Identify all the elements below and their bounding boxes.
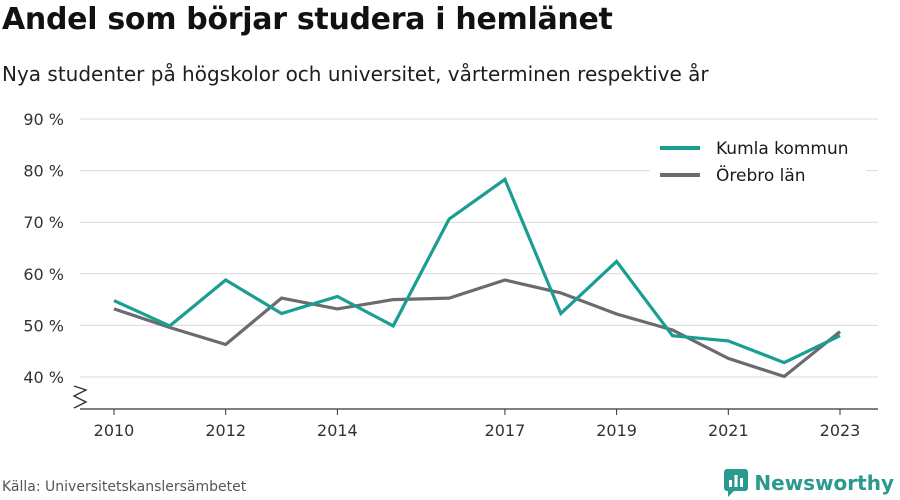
- x-tick-label: 2017: [485, 421, 526, 440]
- x-tick-label: 2019: [596, 421, 637, 440]
- brand-name: Newsworthy: [754, 471, 894, 495]
- series-line-örebro-län: [113, 278, 842, 379]
- source-note: Källa: Universitetskanslersämbetet: [2, 479, 247, 495]
- y-tick-label: 90 %: [23, 110, 64, 129]
- x-tick-label: 2023: [820, 421, 861, 440]
- x-tick-label: 2012: [205, 421, 246, 440]
- brand-logo: Newsworthy: [724, 468, 894, 498]
- chart-title: Andel som börjar studera i hemlänet: [2, 2, 613, 37]
- chart-subtitle: Nya studenter på högskolor och universit…: [2, 62, 709, 86]
- y-tick-label: 50 %: [23, 316, 64, 335]
- y-tick-label: 40 %: [23, 368, 64, 387]
- y-tick-label: 80 %: [23, 162, 64, 181]
- line-chart: 90 % 80 % 70 % 60 % 50 % 40 % 2010 2012 2014 2017…: [23, 110, 878, 440]
- legend-label: Kumla kommun: [716, 139, 849, 159]
- x-tick-label: 2014: [317, 421, 358, 440]
- x-tick-label: 2021: [708, 421, 749, 440]
- y-tick-label: 70 %: [23, 213, 64, 232]
- legend-label: Örebro län: [716, 164, 806, 186]
- x-tick-label: 2010: [94, 421, 135, 440]
- axis-break-mark: [72, 385, 88, 409]
- series-line-kumla-kommun: [113, 176, 841, 365]
- newsworthy-logo-icon: [724, 469, 749, 497]
- y-tick-label: 60 %: [23, 265, 64, 284]
